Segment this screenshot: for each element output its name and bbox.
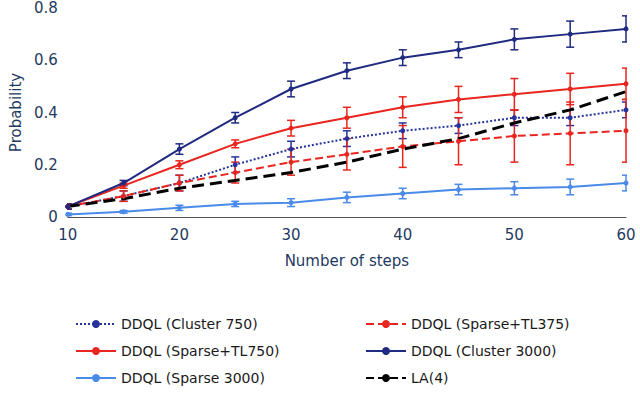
svg-text:DDQL (Sparse+TL375): DDQL (Sparse+TL375) [411,316,570,332]
svg-text:DDQL (Cluster 3000): DDQL (Cluster 3000) [411,343,557,359]
svg-text:DDQL (Cluster 750): DDQL (Cluster 750) [121,316,258,332]
svg-text:0.8: 0.8 [34,0,58,17]
svg-text:LA(4): LA(4) [411,370,449,386]
svg-text:0.2: 0.2 [34,156,58,174]
svg-text:20: 20 [170,226,189,244]
svg-text:40: 40 [393,226,412,244]
svg-text:10: 10 [58,226,77,244]
svg-text:0.6: 0.6 [34,51,58,69]
svg-text:Number of steps: Number of steps [285,252,410,270]
svg-text:DDQL (Sparse+TL750): DDQL (Sparse+TL750) [121,343,280,359]
svg-text:0.4: 0.4 [34,104,58,122]
svg-text:60: 60 [616,226,635,244]
svg-text:50: 50 [505,226,524,244]
svg-text:30: 30 [282,226,301,244]
svg-text:0: 0 [48,208,58,226]
svg-text:Probability: Probability [7,73,25,152]
svg-text:DDQL (Sparse 3000): DDQL (Sparse 3000) [121,370,265,386]
